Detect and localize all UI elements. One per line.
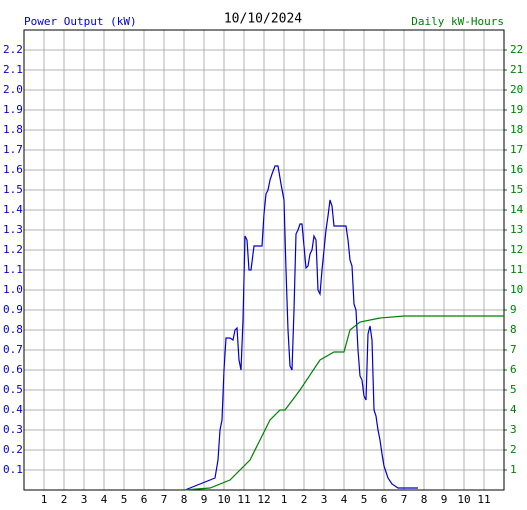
y-tick-label: 1.5 [3, 183, 23, 196]
y-tick-label: 1.0 [3, 283, 23, 296]
x-tick-label: 5 [361, 493, 368, 506]
y-tick-label: 1.8 [3, 123, 23, 136]
y2-tick-label: 14 [510, 203, 524, 216]
series-line [184, 165, 418, 491]
y2-tick-label: 8 [510, 323, 517, 336]
x-tick-label: 6 [381, 493, 388, 506]
y2-tick-label: 6 [510, 363, 517, 376]
y-tick-label: 0.6 [3, 363, 23, 376]
x-tick-label: 3 [321, 493, 328, 506]
y2-tick-label: 15 [510, 183, 523, 196]
x-tick-label: 9 [201, 493, 208, 506]
y2-tick-label: 1 [510, 463, 517, 476]
y-tick-label: 1.3 [3, 223, 23, 236]
y2-tick-label: 7 [510, 343, 517, 356]
y-tick-label: 0.4 [3, 403, 23, 416]
x-tick-label: 9 [441, 493, 448, 506]
y-tick-label: 0.7 [3, 343, 23, 356]
y2-tick-label: 22 [510, 43, 523, 56]
y-tick-label: 2.0 [3, 83, 23, 96]
x-tick-label: 10 [457, 493, 470, 506]
x-tick-label: 3 [81, 493, 88, 506]
x-tick-label: 5 [121, 493, 128, 506]
y-tick-label: 0.5 [3, 383, 23, 396]
x-tick-label: 1 [41, 493, 48, 506]
x-tick-label: 10 [217, 493, 230, 506]
y-tick-label: 1.9 [3, 103, 23, 116]
x-tick-label: 6 [141, 493, 148, 506]
y2-tick-label: 5 [510, 383, 517, 396]
y-tick-label: 0.2 [3, 443, 23, 456]
y2-tick-label: 21 [510, 63, 523, 76]
x-tick-label: 11 [477, 493, 490, 506]
y-tick-label: 1.7 [3, 143, 23, 156]
x-tick-label: 1 [281, 493, 288, 506]
y2-tick-label: 12 [510, 243, 523, 256]
x-tick-label: 4 [341, 493, 348, 506]
x-tick-label: 8 [421, 493, 428, 506]
x-tick-label: 7 [161, 493, 168, 506]
y2-axis-label: Daily kW-Hours [411, 15, 504, 28]
x-tick-label: 2 [301, 493, 308, 506]
y-tick-label: 1.4 [3, 203, 23, 216]
y-tick-label: 1.6 [3, 163, 23, 176]
y-tick-label: 0.1 [3, 463, 23, 476]
y-axis-label: Power Output (kW) [24, 15, 137, 28]
y2-tick-label: 2 [510, 443, 517, 456]
y2-tick-label: 18 [510, 123, 523, 136]
y2-tick-label: 11 [510, 263, 523, 276]
y2-tick-label: 16 [510, 163, 523, 176]
x-tick-label: 4 [101, 493, 108, 506]
y-tick-label: 2.1 [3, 63, 23, 76]
y2-tick-label: 10 [510, 283, 523, 296]
y2-tick-label: 4 [510, 403, 517, 416]
x-tick-label: 2 [61, 493, 68, 506]
y2-tick-label: 9 [510, 303, 517, 316]
plot-border [23, 29, 505, 491]
y2-tick-label: 3 [510, 423, 517, 436]
chart-title: 10/10/2024 [224, 12, 302, 27]
y2-tick-label: 19 [510, 103, 523, 116]
y-tick-label: 0.3 [3, 423, 23, 436]
y2-tick-label: 13 [510, 223, 523, 236]
x-tick-label: 7 [401, 493, 408, 506]
x-tick-label: 8 [181, 493, 188, 506]
y-tick-label: 1.1 [3, 263, 23, 276]
y-tick-label: 2.2 [3, 43, 23, 56]
series-line [183, 315, 504, 491]
y-tick-label: 0.8 [3, 323, 23, 336]
y2-tick-label: 17 [510, 143, 523, 156]
x-tick-label: 11 [237, 493, 250, 506]
y2-tick-label: 20 [510, 83, 523, 96]
y-tick-label: 0.9 [3, 303, 23, 316]
x-tick-label: 12 [257, 493, 270, 506]
y-tick-label: 1.2 [3, 243, 23, 256]
